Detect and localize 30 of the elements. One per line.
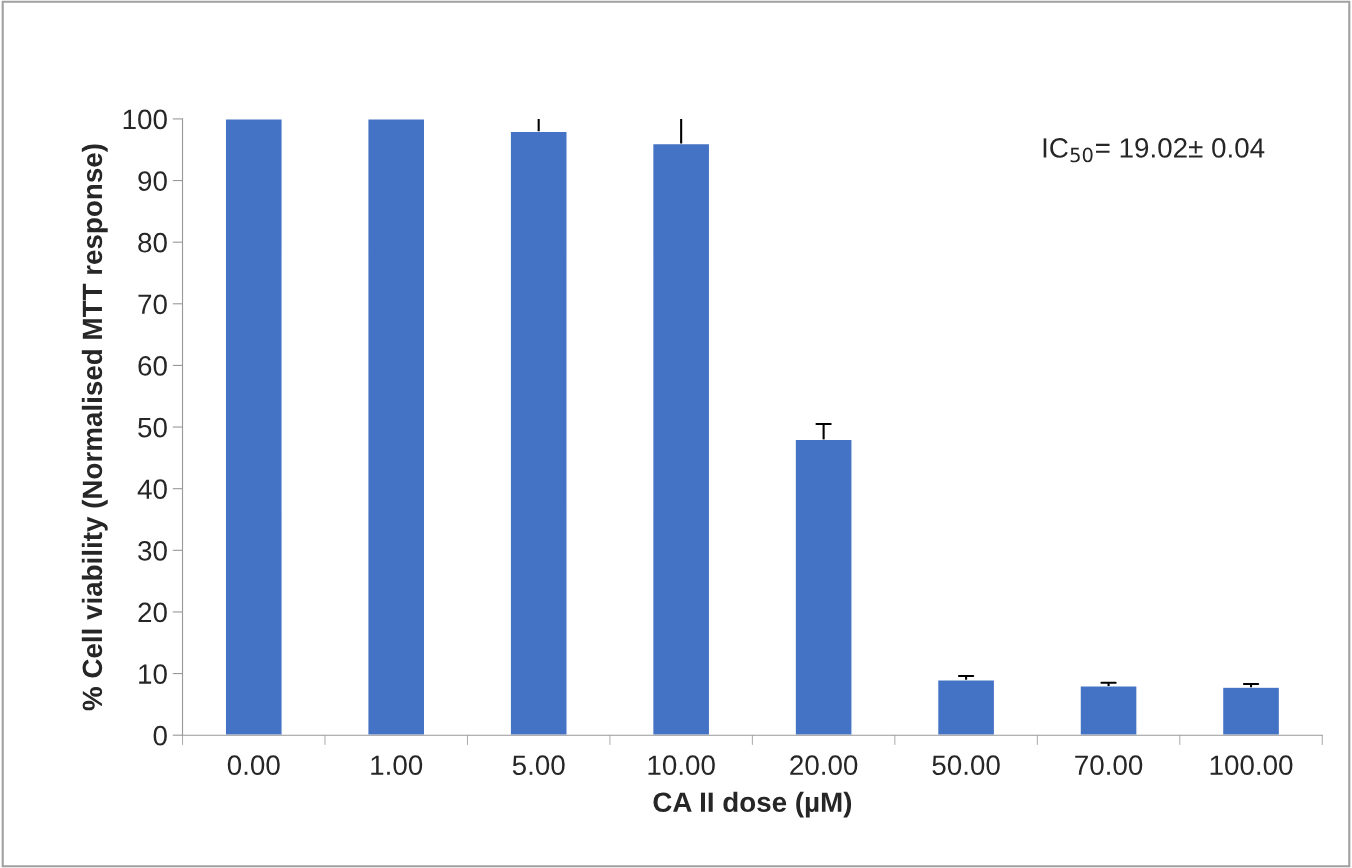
annotation: IC$_{50}$= 19.02± 0.04 [1043,138,1265,163]
x-tick-label: 10.00 [648,755,715,776]
x-tick-label: 100.00 [1210,755,1293,776]
bar [1221,686,1281,736]
bar [794,438,853,736]
x-tick-label: 20.00 [790,755,858,776]
x-tick-label: 70.00 [1075,755,1143,776]
y-tick-label: 20 [138,602,167,623]
y-tick-label: 60 [138,356,167,376]
x-tick-label: 1.00 [371,755,423,776]
bar [651,142,711,736]
bar [509,130,568,736]
y-axis-title: % Cell viability (Normalised MTT response) [81,144,108,711]
x-tick-label: 0.00 [227,755,280,776]
bar [1079,685,1138,736]
bar [367,118,426,736]
y-tick-label: 70 [138,294,167,315]
x-tick-label: 5.00 [512,755,565,776]
x-axis-title: CA II dose (µM) [653,791,852,818]
y-tick-label: 100 [123,109,167,130]
y-tick-label: 80 [138,232,167,253]
bar [224,118,283,736]
x-tick-label: 50.00 [932,755,1000,776]
y-tick-label: 30 [138,540,167,561]
y-tick-label: 90 [138,171,167,191]
y-tick-label: 50 [138,417,167,438]
y-tick-label: 0 [153,725,167,746]
y-tick-label: 40 [137,479,167,500]
bar [936,679,996,736]
y-tick-label: 10 [139,664,167,684]
